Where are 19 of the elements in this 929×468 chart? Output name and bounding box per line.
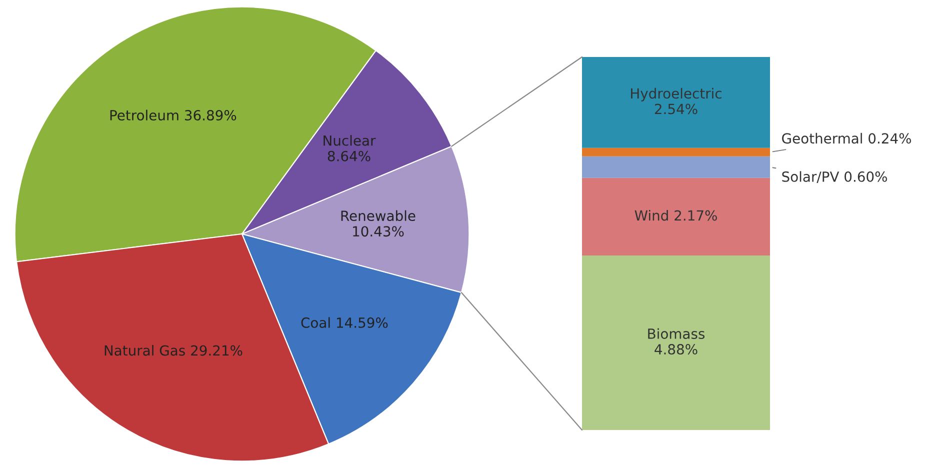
data-label: 4.88% xyxy=(654,344,698,355)
bar xyxy=(582,255,770,430)
series-label: Biomass xyxy=(648,328,705,339)
slice-label: Renewable xyxy=(341,210,416,222)
data-label: 2.54% xyxy=(654,104,698,114)
slice-label: Nuclear xyxy=(324,135,376,146)
data-label: 10.43% xyxy=(353,226,404,237)
slice-label: Coal 14.59% xyxy=(301,317,388,328)
bar xyxy=(582,57,770,148)
bar xyxy=(582,148,770,156)
bar xyxy=(582,178,770,256)
bar xyxy=(582,156,770,178)
text: Solar/PV 0.60% xyxy=(782,171,887,183)
slice-label: Natural Gas 29.21% xyxy=(104,344,242,356)
text: Geothermal 0.24% xyxy=(782,132,912,144)
data-label: 8.64% xyxy=(328,150,370,162)
slice-label: Petroleum 36.89% xyxy=(110,110,236,121)
series-label: Hydroelectric xyxy=(631,88,722,102)
text: Wind 2.17% xyxy=(634,210,717,221)
